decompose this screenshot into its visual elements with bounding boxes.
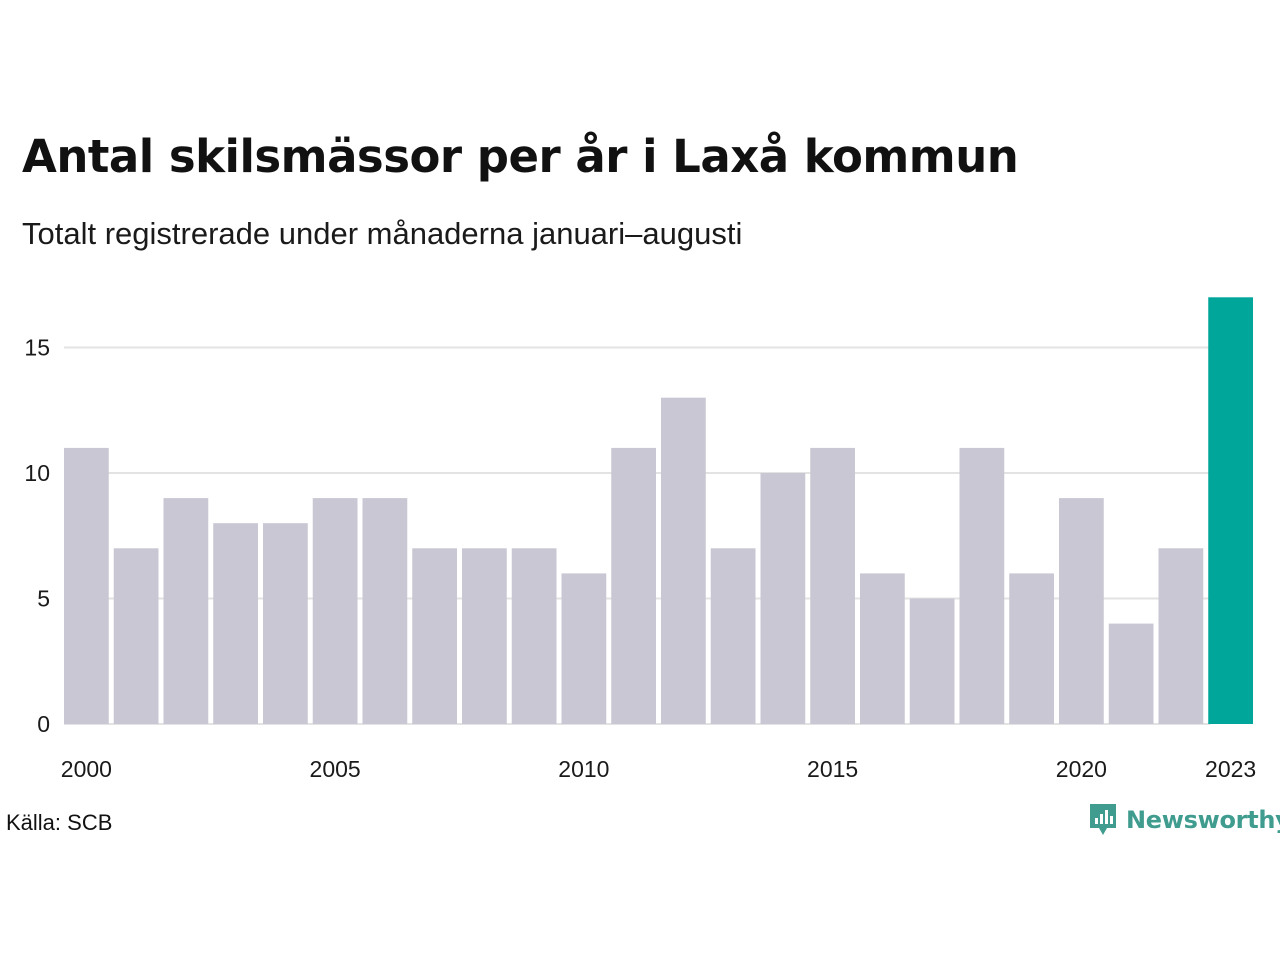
x-tick-label: 2010 xyxy=(558,756,609,782)
source-label: Källa: SCB xyxy=(6,810,113,835)
bar-2018[interactable] xyxy=(959,447,1005,724)
bar-2011[interactable] xyxy=(611,447,656,724)
chart-subtitle: Totalt registrerade under månaderna janu… xyxy=(22,216,743,251)
x-tick-label: 2015 xyxy=(807,756,858,782)
bar-2008[interactable] xyxy=(462,548,507,724)
x-tick-label: 2020 xyxy=(1056,756,1107,782)
x-tick-label: 2005 xyxy=(310,756,361,782)
bar-2009[interactable] xyxy=(511,548,557,724)
x-tick-label: 2000 xyxy=(61,756,112,782)
bar-2021[interactable] xyxy=(1108,623,1154,724)
bar-2005[interactable] xyxy=(312,498,358,724)
bar-2022[interactable] xyxy=(1158,548,1204,724)
bar-2001[interactable] xyxy=(113,548,159,724)
bar-2015[interactable] xyxy=(810,447,855,724)
bar-2016[interactable] xyxy=(860,573,905,724)
newsworthy-logo-icon xyxy=(1090,804,1116,835)
bar-2007[interactable] xyxy=(412,548,457,724)
y-tick-label: 0 xyxy=(37,711,50,737)
bar-2019[interactable] xyxy=(1009,573,1054,724)
x-tick-label: 2023 xyxy=(1205,756,1256,782)
bar-2000[interactable] xyxy=(64,447,109,724)
bar-2014[interactable] xyxy=(760,473,806,724)
bar-2020[interactable] xyxy=(1059,498,1104,724)
y-tick-label: 15 xyxy=(24,335,50,361)
brand-logo[interactable]: Newsworthy xyxy=(1088,802,1280,838)
brand-name: Newsworthy xyxy=(1126,806,1280,834)
bar-2003[interactable] xyxy=(213,523,258,724)
bar-2017[interactable] xyxy=(909,598,955,725)
bar-2023[interactable] xyxy=(1208,297,1253,724)
bar-2013[interactable] xyxy=(710,548,756,724)
chart-title: Antal skilsmässor per år i Laxå kommun xyxy=(22,130,1019,183)
bar-2006[interactable] xyxy=(362,498,408,724)
y-axis-ticks: 0 5 10 15 xyxy=(24,335,50,738)
y-tick-label: 5 xyxy=(37,586,50,612)
bars xyxy=(64,297,1253,724)
bar-2004[interactable] xyxy=(263,523,308,724)
x-axis-ticks: 2000 2005 2010 2015 2020 2023 xyxy=(61,756,1256,782)
bar-2002[interactable] xyxy=(163,498,209,724)
bar-2010[interactable] xyxy=(561,573,607,724)
bar-2012[interactable] xyxy=(661,397,706,724)
y-tick-label: 10 xyxy=(24,460,50,486)
